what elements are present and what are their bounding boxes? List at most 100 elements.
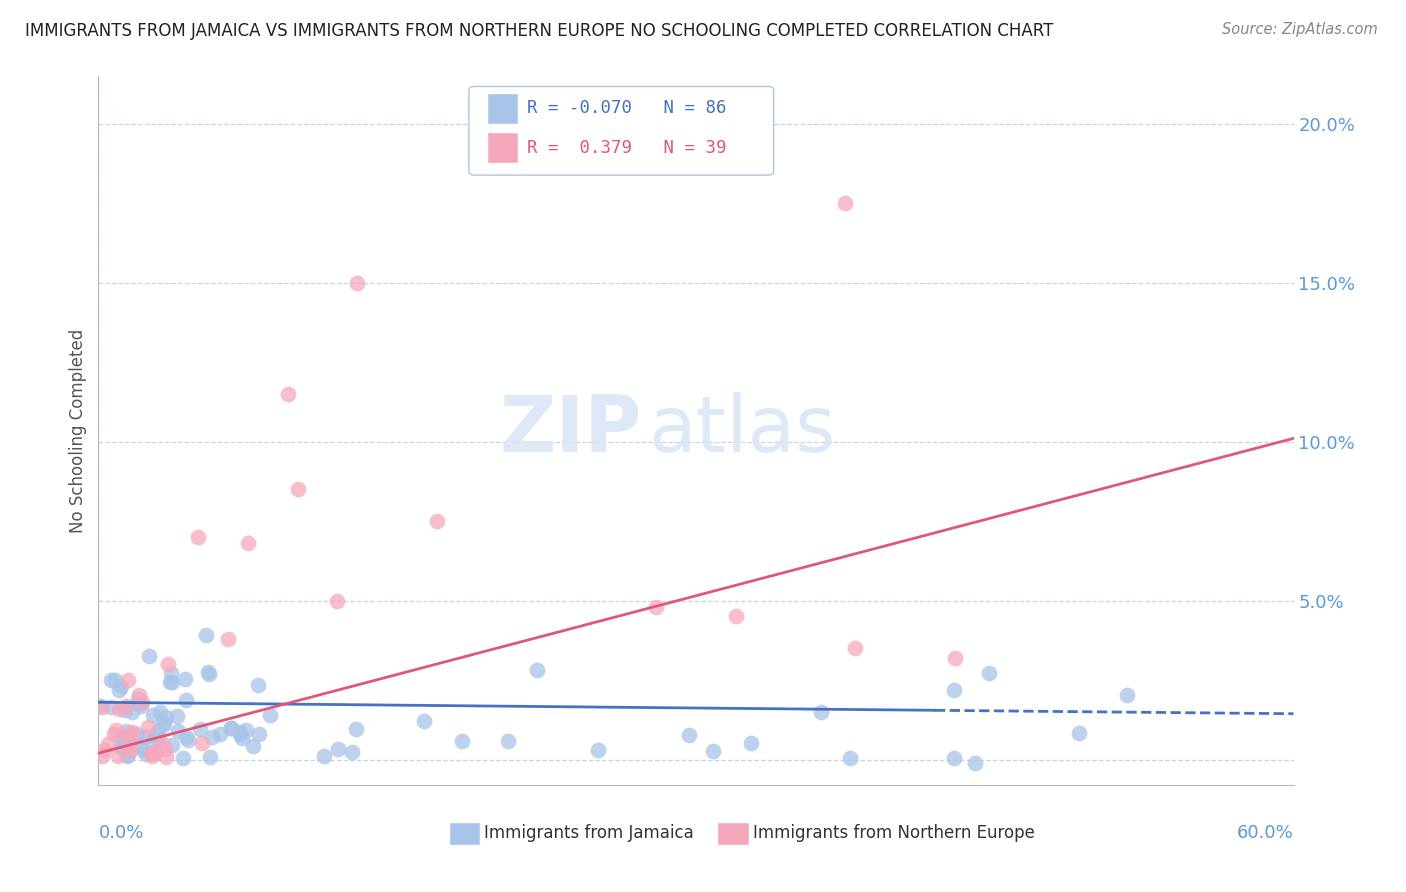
Point	[135, 747, 157, 761]
Point	[141, 735, 163, 749]
Point	[100, 673, 122, 687]
Point	[200, 750, 222, 764]
Point	[149, 705, 172, 719]
Text: ZIP: ZIP	[501, 392, 643, 468]
Point	[242, 739, 264, 753]
Point	[197, 665, 219, 680]
Point	[141, 746, 163, 760]
Point	[104, 723, 127, 737]
Point	[963, 756, 986, 770]
Text: atlas: atlas	[648, 392, 835, 468]
Point	[131, 699, 153, 714]
Text: 0.0%: 0.0%	[98, 824, 143, 842]
Point	[100, 699, 122, 714]
Point	[112, 736, 135, 750]
Point	[143, 746, 166, 760]
Point	[110, 680, 132, 694]
Point	[148, 732, 170, 747]
Point	[115, 723, 138, 738]
Point	[678, 728, 700, 742]
Point	[89, 699, 111, 714]
Point	[231, 731, 253, 745]
Point	[114, 703, 136, 717]
Point	[176, 693, 198, 707]
Point	[120, 743, 142, 757]
Point	[235, 723, 257, 738]
Point	[172, 751, 194, 765]
Point	[174, 730, 197, 744]
Point	[277, 387, 299, 401]
Point	[198, 666, 221, 681]
FancyBboxPatch shape	[486, 93, 517, 124]
FancyBboxPatch shape	[470, 87, 773, 175]
Point	[108, 682, 131, 697]
Point	[159, 666, 181, 681]
Point	[155, 750, 177, 764]
Point	[839, 750, 862, 764]
Point	[117, 748, 139, 763]
Point	[142, 707, 165, 722]
Point	[107, 748, 129, 763]
Point	[247, 727, 270, 741]
Point	[236, 536, 259, 550]
Point	[146, 723, 169, 738]
Point	[131, 742, 153, 756]
Point	[219, 721, 242, 735]
Point	[724, 609, 747, 624]
Point	[128, 698, 150, 712]
Point	[834, 196, 856, 211]
Text: R =  0.379   N = 39: R = 0.379 N = 39	[527, 138, 727, 157]
Point	[104, 673, 127, 687]
Point	[191, 736, 214, 750]
Point	[326, 593, 349, 607]
Point	[943, 751, 966, 765]
Point	[188, 723, 211, 737]
Point	[103, 727, 125, 741]
Point	[246, 678, 269, 692]
Point	[979, 665, 1001, 680]
Point	[108, 702, 131, 716]
Point	[217, 632, 239, 646]
Point	[157, 657, 180, 672]
Point	[208, 727, 231, 741]
Point	[943, 650, 966, 665]
Point	[160, 675, 183, 690]
Text: Immigrants from Northern Europe: Immigrants from Northern Europe	[754, 824, 1035, 842]
Point	[346, 276, 368, 290]
Point	[118, 742, 141, 756]
Point	[121, 705, 143, 719]
Point	[124, 739, 146, 753]
Text: IMMIGRANTS FROM JAMAICA VS IMMIGRANTS FROM NORTHERN EUROPE NO SCHOOLING COMPLETE: IMMIGRANTS FROM JAMAICA VS IMMIGRANTS FR…	[25, 22, 1053, 40]
Point	[229, 727, 252, 741]
Y-axis label: No Schooling Completed: No Schooling Completed	[69, 328, 87, 533]
Text: 60.0%: 60.0%	[1237, 824, 1294, 842]
Point	[127, 727, 149, 741]
Point	[121, 727, 143, 741]
Point	[943, 682, 966, 697]
Point	[167, 723, 190, 738]
Point	[645, 599, 668, 614]
Point	[155, 742, 177, 756]
Point	[287, 482, 309, 496]
Point	[121, 724, 143, 739]
Point	[1116, 688, 1139, 702]
FancyBboxPatch shape	[486, 132, 517, 163]
Point	[128, 688, 150, 702]
Point	[740, 736, 762, 750]
Point	[90, 699, 112, 714]
Point	[200, 731, 222, 745]
Point	[450, 734, 472, 748]
Point	[131, 695, 153, 709]
Point	[173, 672, 195, 686]
Point	[141, 749, 163, 764]
Point	[110, 739, 132, 754]
Point	[91, 749, 114, 764]
Point	[844, 641, 866, 656]
Point	[160, 739, 183, 753]
Text: Source: ZipAtlas.com: Source: ZipAtlas.com	[1222, 22, 1378, 37]
Point	[115, 749, 138, 764]
Point	[326, 742, 349, 756]
Point	[413, 714, 436, 729]
Point	[127, 692, 149, 706]
Point	[97, 737, 120, 751]
